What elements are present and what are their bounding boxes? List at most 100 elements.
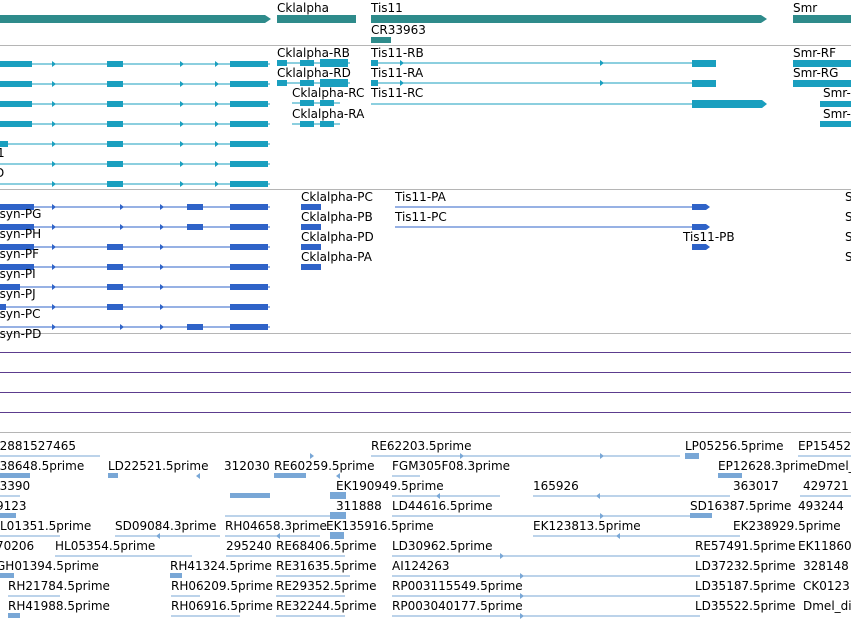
est-re68406[interactable]: RE68406.5prime	[276, 539, 377, 553]
gene-smr[interactable]: Smr	[793, 1, 817, 15]
est-ep15452[interactable]: EP15452	[798, 439, 851, 453]
protein-tis11-pb-glyph[interactable]	[692, 244, 710, 250]
transcript-row[interactable]	[0, 101, 270, 107]
transcript-row[interactable]	[0, 61, 270, 67]
est-52881527465[interactable]: 52881527465	[0, 439, 76, 453]
gene-bar[interactable]	[0, 15, 265, 23]
gene-cklalpha[interactable]: Cklalpha	[277, 1, 329, 15]
gene-tis11[interactable]: Tis11	[370, 1, 403, 15]
transcript-smr-cut-1[interactable]: Smr-	[823, 86, 851, 100]
protein-syn-pf[interactable]: psyn-PF	[0, 247, 39, 261]
est-493244[interactable]: 493244	[798, 499, 844, 513]
est-gh01394[interactable]: GH01394.5prime	[0, 559, 99, 573]
protein-cklalpha-pa[interactable]: Cklalpha-PA	[301, 250, 373, 264]
protein-cklalpha-pd-glyph[interactable]	[301, 244, 321, 250]
est-ek238929[interactable]: EK238929.5prime	[733, 519, 841, 533]
est-re32244[interactable]: RE32244.5prime	[276, 599, 377, 613]
transcript-row[interactable]	[0, 121, 270, 127]
est-block[interactable]	[685, 453, 699, 459]
est-rh21784[interactable]: RH21784.5prime	[8, 579, 110, 593]
est-ek11860[interactable]: EK11860	[798, 539, 851, 553]
transcript-smr-rg-glyph[interactable]	[793, 80, 851, 87]
protein-cklalpha-pa-glyph[interactable]	[301, 264, 321, 270]
est-ai124263[interactable]: AI124263	[392, 559, 450, 573]
transcript-tis11-rc[interactable]: Tis11-RC	[370, 86, 423, 100]
transcript-cklalpha-rb[interactable]: Cklalpha-RB	[277, 46, 350, 60]
protein-cklalpha-pc[interactable]: Cklalpha-PC	[301, 190, 373, 204]
protein-cklalpha-pd[interactable]: Cklalpha-PD	[301, 230, 374, 244]
transcript-smr-rg[interactable]: Smr-RG	[793, 66, 838, 80]
gene-cr33963[interactable]: CR33963	[371, 23, 426, 37]
est-block[interactable]	[330, 492, 346, 499]
transcript-smr-rf-glyph[interactable]	[793, 60, 851, 67]
est-ek123813[interactable]: EK123813.5prime	[533, 519, 641, 533]
est-ep12628[interactable]: EP12628.3prime	[718, 459, 817, 473]
est-ld44616[interactable]: LD44616.5prime	[392, 499, 493, 513]
protein-right-cut-2[interactable]: S	[845, 210, 851, 224]
protein-syn-pj[interactable]: psyn-PJ	[0, 287, 36, 301]
transcript-cklalpha-ra-glyph[interactable]	[292, 121, 340, 127]
est-363017[interactable]: 363017	[733, 479, 779, 493]
est-165926[interactable]: 165926	[533, 479, 579, 493]
protein-row[interactable]	[0, 204, 270, 210]
protein-cklalpha-pb-glyph[interactable]	[301, 224, 321, 230]
est-l01351[interactable]: L01351.5prime	[0, 519, 91, 533]
transcript-tis11-ra[interactable]: Tis11-RA	[370, 66, 424, 80]
est-ck0123[interactable]: CK0123	[803, 579, 850, 593]
protein-row[interactable]	[0, 304, 270, 310]
est-dmel-dig[interactable]: Dmel_dig	[803, 599, 851, 613]
protein-cklalpha-pc-glyph[interactable]	[301, 204, 321, 210]
protein-syn-pi[interactable]: psyn-PI	[0, 267, 36, 281]
est-block[interactable]	[0, 573, 14, 578]
est-block[interactable]	[0, 473, 30, 478]
est-rp003040177[interactable]: RP003040177.5prime	[392, 599, 523, 613]
gene-bar[interactable]	[371, 37, 391, 43]
transcript-smr-cut-2[interactable]: Smr-	[823, 107, 851, 121]
protein-right-cut-1[interactable]: S	[845, 190, 851, 204]
est-ld35187[interactable]: LD35187.5prime	[695, 579, 796, 593]
est-ld30962[interactable]: LD30962.5prime	[392, 539, 493, 553]
transcript-tis11-rb-glyph[interactable]	[371, 60, 716, 67]
transcript-smr-glyph[interactable]	[820, 101, 851, 107]
transcript-row[interactable]	[0, 161, 270, 167]
protein-syn-ph[interactable]: psyn-PH	[0, 227, 41, 241]
protein-row[interactable]	[0, 324, 270, 330]
protein-row[interactable]	[0, 264, 270, 270]
est-70206[interactable]: 70206	[0, 539, 34, 553]
gene-bar[interactable]	[371, 15, 761, 23]
protein-cklalpha-pb[interactable]: Cklalpha-PB	[301, 210, 373, 224]
est-block[interactable]	[274, 473, 306, 478]
transcript-cklalpha-rc[interactable]: Cklalpha-RC	[292, 86, 364, 100]
est-sd16387[interactable]: SD16387.5prime	[690, 499, 791, 513]
est-ld37232[interactable]: LD37232.5prime	[695, 559, 796, 573]
protein-syn-pc[interactable]: psyn-PC	[0, 307, 41, 321]
est-fgm305f08[interactable]: FGM305F08.3prime	[392, 459, 510, 473]
est-re29352[interactable]: RE29352.5prime	[276, 579, 377, 593]
transcript-cklalpha-rd[interactable]: Cklalpha-RD	[277, 66, 351, 80]
protein-syn-pg[interactable]: psyn-PG	[0, 207, 41, 221]
protein-tis11-pa[interactable]: Tis11-PA	[394, 190, 447, 204]
est-295240[interactable]: 295240	[226, 539, 272, 553]
est-rh04658[interactable]: RH04658.3prime	[225, 519, 327, 533]
protein-row[interactable]	[0, 284, 270, 290]
est-312030[interactable]: 312030	[224, 459, 270, 473]
est-ld22521[interactable]: LD22521.5prime	[108, 459, 209, 473]
transcript-cklalpha-ra[interactable]: Cklalpha-RA	[292, 107, 365, 121]
est-sd09084[interactable]: SD09084.3prime	[115, 519, 216, 533]
est-block[interactable]	[230, 493, 270, 498]
transcript-left-cut-2[interactable]: D	[0, 166, 4, 180]
protein-tis11-pb[interactable]: Tis11-PB	[682, 230, 735, 244]
est-rh41988[interactable]: RH41988.5prime	[8, 599, 110, 613]
est-block[interactable]	[8, 613, 20, 618]
est-block[interactable]	[330, 512, 346, 519]
est-ek135916[interactable]: EK135916.5prime	[326, 519, 434, 533]
est-9123[interactable]: 9123	[0, 499, 27, 513]
protein-tis11-pc[interactable]: Tis11-PC	[394, 210, 447, 224]
transcript-smr-glyph[interactable]	[820, 121, 851, 127]
protein-right-cut-4[interactable]: S	[845, 250, 851, 264]
protein-tis11-pc-glyph[interactable]	[395, 224, 710, 230]
transcript-cklalpha-rc-glyph[interactable]	[292, 100, 340, 106]
est-rh06209[interactable]: RH06209.5prime	[171, 579, 273, 593]
est-311888[interactable]: 311888	[336, 499, 382, 513]
